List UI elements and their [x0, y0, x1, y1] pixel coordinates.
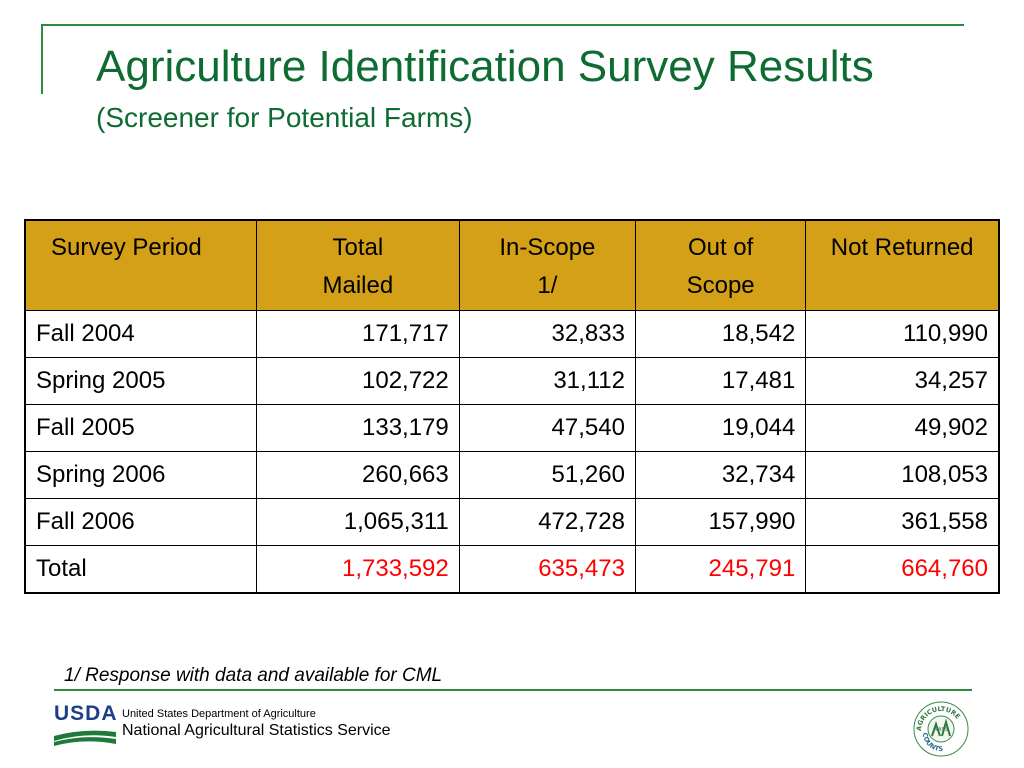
cell-not-returned: 108,053 — [805, 451, 1000, 499]
cell-not-returned: 34,257 — [805, 357, 1000, 405]
cell-not-returned: 49,902 — [805, 404, 1000, 452]
header-in-scope-line2: 1/ — [537, 272, 558, 299]
table-row: Spring 2005 102,722 31,112 17,481 34,257 — [24, 357, 1000, 405]
table-row: Fall 2006 1,065,311 472,728 157,990 361,… — [24, 498, 1000, 546]
header-not-returned-line1: Not Returned — [830, 234, 974, 261]
seal-center-text: NASS — [934, 727, 948, 733]
header-in-scope-line1: In-Scope — [499, 234, 596, 261]
department-name: United States Department of Agriculture — [122, 708, 316, 720]
cell-out-of-scope: 17,481 — [634, 357, 807, 405]
header-out-of-scope-line2: Scope — [686, 272, 755, 299]
cell-not-returned-sum: 664,760 — [805, 545, 1000, 594]
agency-name: National Agricultural Statistics Service — [122, 722, 391, 739]
cell-in-scope: 472,728 — [458, 498, 636, 546]
header-out-of-scope-line1: Out of — [687, 234, 754, 261]
cell-total-mailed: 1,065,311 — [255, 498, 460, 546]
cell-total-mailed: 260,663 — [255, 451, 460, 499]
cell-total-mailed: 171,717 — [255, 310, 460, 358]
cell-not-returned: 110,990 — [805, 310, 1000, 358]
cell-total-label: Total — [24, 545, 257, 594]
cell-in-scope: 47,540 — [458, 404, 636, 452]
header-out-of-scope: Out of Scope — [634, 219, 807, 311]
usda-logo: USDA — [54, 702, 118, 746]
header-survey-period: Survey Period — [24, 219, 257, 311]
cell-survey-period: Fall 2005 — [24, 404, 257, 452]
header-total-mailed: Total Mailed — [255, 219, 460, 311]
cell-survey-period: Spring 2005 — [24, 357, 257, 405]
header-not-returned: Not Returned — [805, 219, 1000, 311]
cell-in-scope-sum: 635,473 — [458, 545, 636, 594]
top-rule — [41, 24, 964, 26]
cell-in-scope: 31,112 — [458, 357, 636, 405]
left-rule — [41, 24, 43, 94]
survey-results-table: Survey Period Total Mailed In-Scope 1/ O… — [24, 219, 1000, 594]
table-total-row: Total 1,733,592 635,473 245,791 664,760 — [24, 545, 1000, 594]
footnote: 1/ Response with data and available for … — [64, 665, 443, 686]
table-row: Spring 2006 260,663 51,260 32,734 108,05… — [24, 451, 1000, 499]
cell-out-of-scope: 157,990 — [634, 498, 807, 546]
agriculture-counts-seal-icon: AGRICULTURE COUNTS NASS — [913, 701, 969, 757]
header-total-mailed-line2: Mailed — [322, 272, 394, 299]
cell-in-scope: 51,260 — [458, 451, 636, 499]
slide-title: Agriculture Identification Survey Result… — [96, 42, 874, 91]
header-in-scope: In-Scope 1/ — [458, 219, 636, 311]
usda-swoosh-icon — [54, 730, 116, 746]
cell-out-of-scope: 18,542 — [634, 310, 807, 358]
bottom-rule — [54, 689, 972, 691]
cell-total-mailed-sum: 1,733,592 — [255, 545, 460, 594]
cell-out-of-scope: 19,044 — [634, 404, 807, 452]
cell-out-of-scope-sum: 245,791 — [634, 545, 807, 594]
header-total-mailed-line1: Total — [332, 234, 384, 261]
cell-in-scope: 32,833 — [458, 310, 636, 358]
cell-survey-period: Fall 2004 — [24, 310, 257, 358]
table-header-row: Survey Period Total Mailed In-Scope 1/ O… — [24, 219, 1000, 311]
cell-not-returned: 361,558 — [805, 498, 1000, 546]
table-row: Fall 2005 133,179 47,540 19,044 49,902 — [24, 404, 1000, 452]
cell-total-mailed: 102,722 — [255, 357, 460, 405]
table-row: Fall 2004 171,717 32,833 18,542 110,990 — [24, 310, 1000, 358]
cell-total-mailed: 133,179 — [255, 404, 460, 452]
slide-subtitle: (Screener for Potential Farms) — [96, 102, 473, 133]
cell-out-of-scope: 32,734 — [634, 451, 807, 499]
usda-logo-text: USDA — [54, 702, 118, 725]
cell-survey-period: Spring 2006 — [24, 451, 257, 499]
header-survey-period-line1: Survey Period — [51, 234, 202, 261]
cell-survey-period: Fall 2006 — [24, 498, 257, 546]
